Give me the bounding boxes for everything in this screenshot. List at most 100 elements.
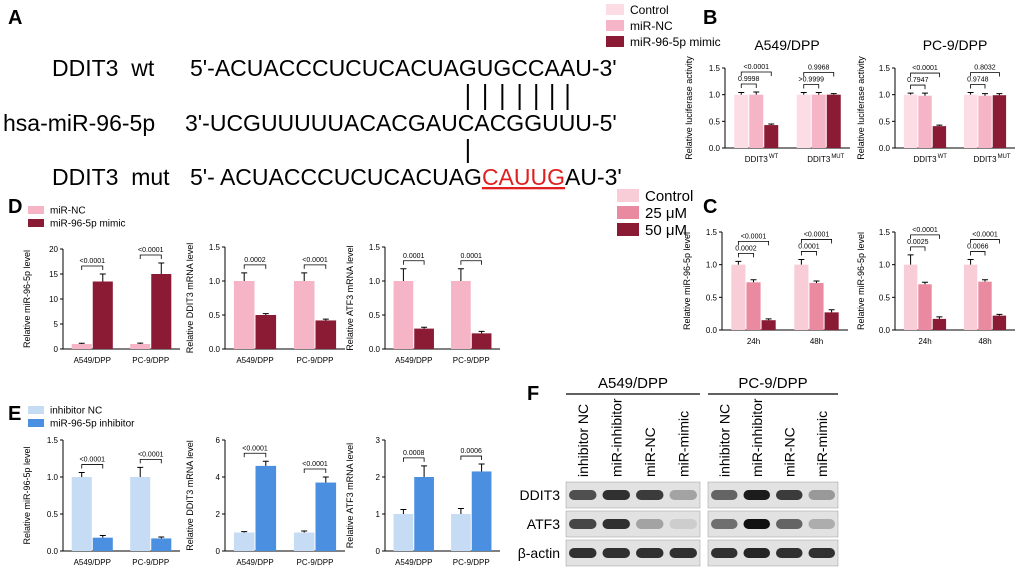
x-tick-label: A549/DPP [395, 558, 432, 567]
p-value: >0.9999 [799, 77, 825, 84]
error-bar [241, 531, 248, 533]
error-bar [78, 472, 85, 477]
legend-swatch [28, 406, 44, 414]
x-tick-label: 24h [918, 337, 931, 346]
significance-bracket [740, 83, 757, 88]
significance-bracket [803, 72, 835, 77]
x-tick-superscript: WT [938, 154, 948, 160]
bar [451, 281, 471, 349]
error-bar [830, 93, 837, 95]
error-bar [241, 272, 248, 281]
x-tick-label: A549/DPP [395, 356, 432, 365]
p-value: 0.0002 [244, 257, 266, 264]
significance-bracket [460, 455, 482, 461]
y-axis-label: Relative miR-96-5p level [856, 232, 866, 330]
legend-swatch [28, 206, 44, 214]
p-value: <0.0001 [804, 231, 830, 238]
bar [796, 94, 811, 148]
y-tick-label: 1.0 [47, 473, 59, 482]
error-bar [137, 342, 144, 344]
error-bar [421, 465, 428, 477]
y-tick-label: 1.0 [879, 261, 891, 270]
y-tick-label: 1.0 [879, 91, 891, 100]
bar [731, 264, 746, 330]
p-value: <0.0001 [912, 227, 938, 234]
error-bar [996, 313, 1003, 316]
error-bar [400, 509, 407, 514]
x-tick-superscript: MUT [831, 154, 844, 160]
mutation: CAUUG [482, 164, 565, 190]
significance-bracket [243, 264, 267, 269]
y-axis-label: Relative miR-96-5p level [682, 232, 692, 330]
lane-label: miR-NC [781, 427, 797, 477]
blot-band [569, 519, 597, 529]
x-tick-label: DDIT3 [973, 155, 997, 164]
x-tick-label: DDIT3 [807, 155, 831, 164]
y-tick-label: 0.5 [879, 293, 891, 302]
y-tick-label: 1.5 [369, 243, 381, 252]
lane-label: inhibitor NC [575, 404, 591, 477]
p-value: 0.9968 [808, 65, 830, 72]
bar [811, 94, 826, 148]
blot-band [743, 490, 770, 500]
y-tick-label: 1.0 [706, 261, 718, 270]
significance-bracket [737, 241, 770, 246]
blot-band [743, 548, 770, 558]
significance-bracket [910, 234, 940, 239]
chart-title: PC-9/DPP [923, 37, 988, 53]
bar [293, 532, 315, 551]
p-value: 0.0066 [967, 243, 989, 250]
blot-group-label: PC-9/DPP [738, 375, 807, 392]
legend-label: miR-NC [50, 206, 86, 217]
significance-bracket [910, 72, 940, 78]
y-tick-label: 3 [376, 436, 381, 445]
error-bar [738, 92, 745, 95]
bar [749, 94, 764, 148]
bar [130, 344, 151, 349]
panel-label: A [8, 7, 22, 29]
p-value: <0.0001 [912, 65, 938, 72]
y-tick-label: 1.5 [47, 436, 59, 445]
blot-band [808, 519, 835, 529]
y-tick-label: 0.0 [879, 326, 891, 335]
legend-label: inhibitor NC [50, 406, 102, 417]
error-bar [813, 280, 820, 283]
y-tick-label: 1.5 [879, 64, 891, 73]
y-tick-label: 0.5 [47, 510, 59, 519]
significance-bracket [139, 254, 162, 259]
bar [918, 284, 932, 330]
lane-label: miR-inhibitor [608, 398, 624, 477]
bar [471, 333, 492, 349]
p-value: 0.0002 [735, 245, 757, 252]
bar [794, 264, 809, 330]
bar [71, 344, 92, 349]
x-tick-label: PC-9/DPP [453, 356, 490, 365]
error-bar [158, 262, 165, 274]
legend-swatch [606, 4, 624, 15]
x-tick-label: PC-9/DPP [297, 558, 334, 567]
bar [255, 315, 277, 349]
y-tick-label: 0.0 [879, 144, 891, 153]
bar [255, 465, 277, 551]
panel-label: F [527, 383, 539, 405]
error-bar [457, 507, 464, 514]
p-value: <0.0001 [138, 247, 164, 254]
y-axis-label: Relative luciferase activity [856, 56, 866, 160]
error-bar [996, 93, 1003, 96]
bar [746, 282, 761, 330]
y-tick-label: 0 [216, 547, 221, 556]
p-value: <0.0001 [80, 258, 106, 265]
y-tick-label: 20 [49, 245, 58, 254]
blot-row-label: β-actin [518, 545, 560, 561]
p-value: <0.0001 [302, 257, 328, 264]
significance-bracket [970, 251, 986, 256]
blot-row-label: DDIT3 [520, 487, 561, 503]
y-tick-label: 0 [376, 547, 381, 556]
y-tick-label: 1.5 [709, 64, 721, 73]
bar [764, 125, 779, 148]
y-axis-label: Relative DDIT3 mRNA level [185, 243, 195, 354]
lane-label: miR-inhibitor [749, 398, 765, 477]
bar [918, 95, 932, 148]
bar [761, 320, 776, 330]
y-axis-label: Relative luciferase activity [684, 56, 694, 160]
